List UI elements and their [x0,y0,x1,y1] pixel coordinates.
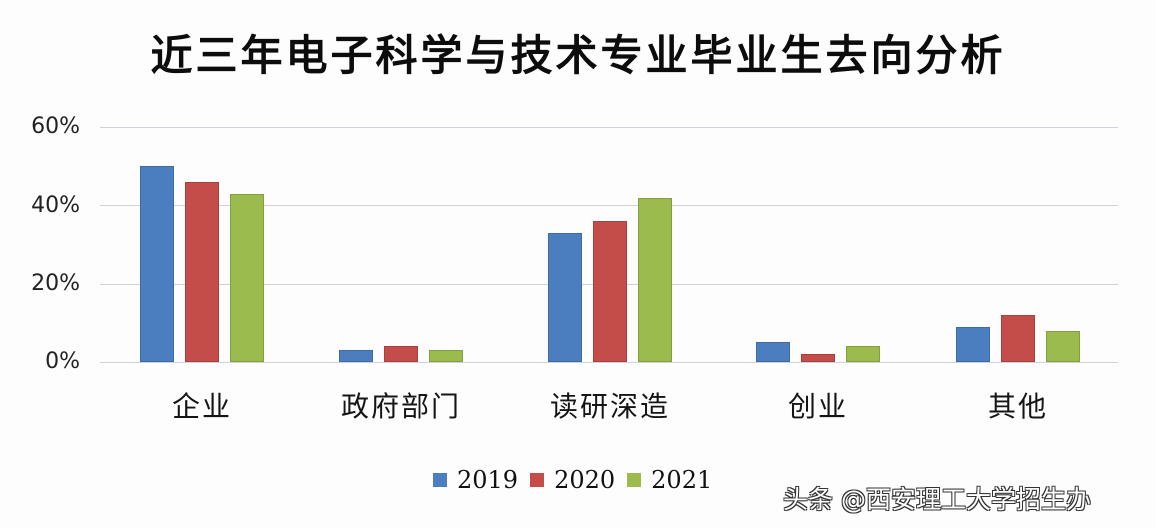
legend-label: 2020 [554,466,616,494]
chart-title: 近三年电子科学与技术专业毕业生去向分析 [150,31,1006,80]
bar-2021 [1046,330,1080,362]
bar-2021 [230,193,264,362]
bar-2021 [638,197,672,362]
legend-swatch-icon [627,473,642,487]
bar-2020 [185,181,219,362]
y-tick-40: 40% [31,193,80,218]
y-tick-20: 20% [31,271,80,296]
bar-2019 [956,326,990,362]
gridline [100,205,1118,206]
x-category-label: 其他 [987,390,1048,423]
bar-2019 [548,232,582,362]
legend-item-2019: 2019 [433,466,518,494]
bar-2020 [384,346,418,362]
x-category-label: 企业 [171,390,232,423]
legend-swatch-icon [433,473,447,487]
bar-2019 [140,166,174,362]
y-tick-60: 60% [31,114,80,139]
x-category-label: 政府部门 [340,390,461,423]
watermark: 头条 @西安理工大学招生办 [783,485,1091,514]
legend: 2019 2020 2021 [433,466,724,494]
gridline [100,127,1118,128]
legend-item-2020: 2020 [530,466,615,494]
bar-2021 [846,346,880,362]
plot-area [100,127,1118,363]
bar-2020 [593,221,627,362]
x-category-label: 创业 [787,390,848,423]
legend-label: 2019 [457,466,519,494]
bar-2020 [801,354,835,362]
bar-2021 [429,350,463,362]
legend-item-2021: 2021 [627,466,712,494]
x-axis-line [100,362,1118,363]
bar-2019 [756,342,790,362]
bar-2019 [339,350,373,362]
bar-2020 [1001,315,1035,362]
x-category-label: 读研深造 [549,390,670,423]
y-tick-0: 0% [45,349,80,374]
legend-label: 2021 [651,466,713,494]
legend-swatch-icon [530,473,545,487]
